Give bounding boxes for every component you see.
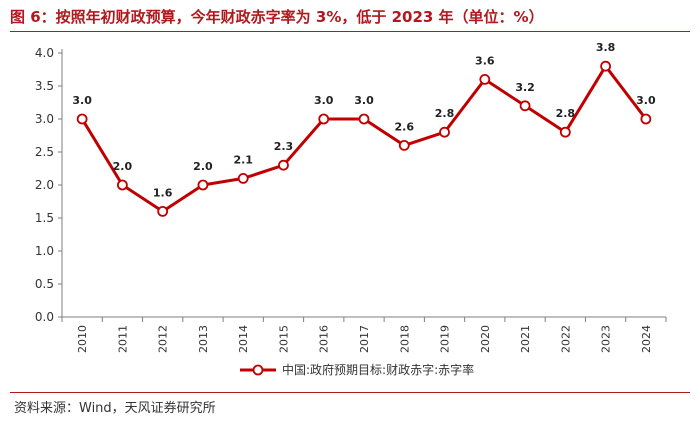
data-point bbox=[278, 159, 289, 171]
y-tick-label: 4.0 bbox=[35, 46, 54, 60]
data-point bbox=[358, 113, 370, 125]
data-point bbox=[157, 205, 169, 217]
y-tick-label: 2.0 bbox=[35, 178, 54, 192]
data-label: 2.1 bbox=[233, 153, 253, 166]
x-tick-label: 2011 bbox=[116, 325, 129, 353]
x-tick-label: 2021 bbox=[519, 325, 532, 353]
legend-label: 中国:政府预期目标:财政赤字:赤字率 bbox=[282, 362, 474, 377]
data-point bbox=[117, 179, 128, 191]
data-label: 1.6 bbox=[153, 186, 173, 199]
title-divider bbox=[10, 31, 690, 32]
data-point bbox=[318, 113, 330, 125]
y-tick-label: 3.5 bbox=[35, 79, 54, 93]
y-tick-label: 0.0 bbox=[35, 310, 54, 324]
x-tick-label: 2020 bbox=[479, 325, 492, 353]
data-point bbox=[479, 74, 491, 85]
data-label: 3.8 bbox=[596, 41, 616, 54]
y-axis-ticks: 0.0 0.5 1.0 1.5 2.0 2.5 3.0 3.5 4.0 bbox=[35, 46, 62, 324]
series-layer: 3.0 2.0 1.6 2.0 2.1 2.3 3.0 3.0 2.6 2.8 3.6 3.2 2.8 3… bbox=[72, 41, 656, 217]
data-label: 3.6 bbox=[475, 54, 495, 67]
x-tick-label: 2019 bbox=[439, 325, 452, 353]
chart-title: 图 6：按照年初财政预算，今年财政赤字率为 3%，低于 2023 年（单位：%） bbox=[10, 8, 544, 26]
x-tick-label: 2024 bbox=[640, 325, 653, 353]
x-tick-label: 2014 bbox=[237, 325, 250, 353]
data-label: 2.8 bbox=[556, 107, 576, 120]
y-tick-label: 3.0 bbox=[35, 112, 54, 126]
data-label: 2.6 bbox=[395, 120, 415, 133]
y-tick-label: 2.5 bbox=[35, 145, 54, 159]
data-point bbox=[197, 179, 209, 191]
data-label: 3.0 bbox=[72, 94, 92, 107]
data-point bbox=[559, 126, 571, 138]
data-point bbox=[439, 126, 450, 138]
data-point bbox=[640, 113, 652, 125]
data-point bbox=[600, 60, 611, 72]
y-tick-label: 1.0 bbox=[35, 244, 54, 258]
source-note: 资料来源：Wind，天风证券研究所 bbox=[14, 401, 216, 416]
x-tick-label: 2016 bbox=[318, 325, 331, 353]
data-label: 2.8 bbox=[435, 107, 455, 120]
x-axis-ticks: 2010 2011 2012 2013 2014 2015 2016 2017 2018 2019… bbox=[61, 317, 667, 353]
source-divider bbox=[10, 392, 690, 393]
legend-swatch-marker bbox=[252, 364, 264, 376]
x-tick-label: 2013 bbox=[197, 325, 210, 353]
chart-axes bbox=[61, 49, 666, 318]
x-tick-label: 2023 bbox=[600, 325, 613, 353]
data-label: 3.0 bbox=[314, 94, 334, 107]
data-label: 3.0 bbox=[636, 94, 656, 107]
data-point bbox=[398, 139, 410, 151]
data-point bbox=[519, 100, 531, 112]
data-label: 2.0 bbox=[113, 160, 133, 173]
x-tick-label: 2015 bbox=[277, 325, 290, 353]
x-tick-label: 2012 bbox=[157, 325, 170, 353]
x-tick-label: 2018 bbox=[398, 325, 411, 353]
y-tick-label: 1.5 bbox=[35, 211, 54, 225]
data-label: 2.3 bbox=[274, 140, 294, 153]
data-label: 3.0 bbox=[354, 94, 374, 107]
x-tick-label: 2017 bbox=[358, 325, 371, 353]
x-tick-label: 2010 bbox=[76, 325, 89, 353]
data-label: 2.0 bbox=[193, 160, 213, 173]
x-tick-label: 2022 bbox=[559, 325, 572, 353]
data-point bbox=[76, 113, 88, 125]
chart-legend: 中国:政府预期目标:财政赤字:赤字率 bbox=[240, 362, 474, 377]
data-point bbox=[237, 172, 249, 184]
y-tick-label: 0.5 bbox=[35, 277, 54, 291]
data-label: 3.2 bbox=[515, 81, 535, 94]
